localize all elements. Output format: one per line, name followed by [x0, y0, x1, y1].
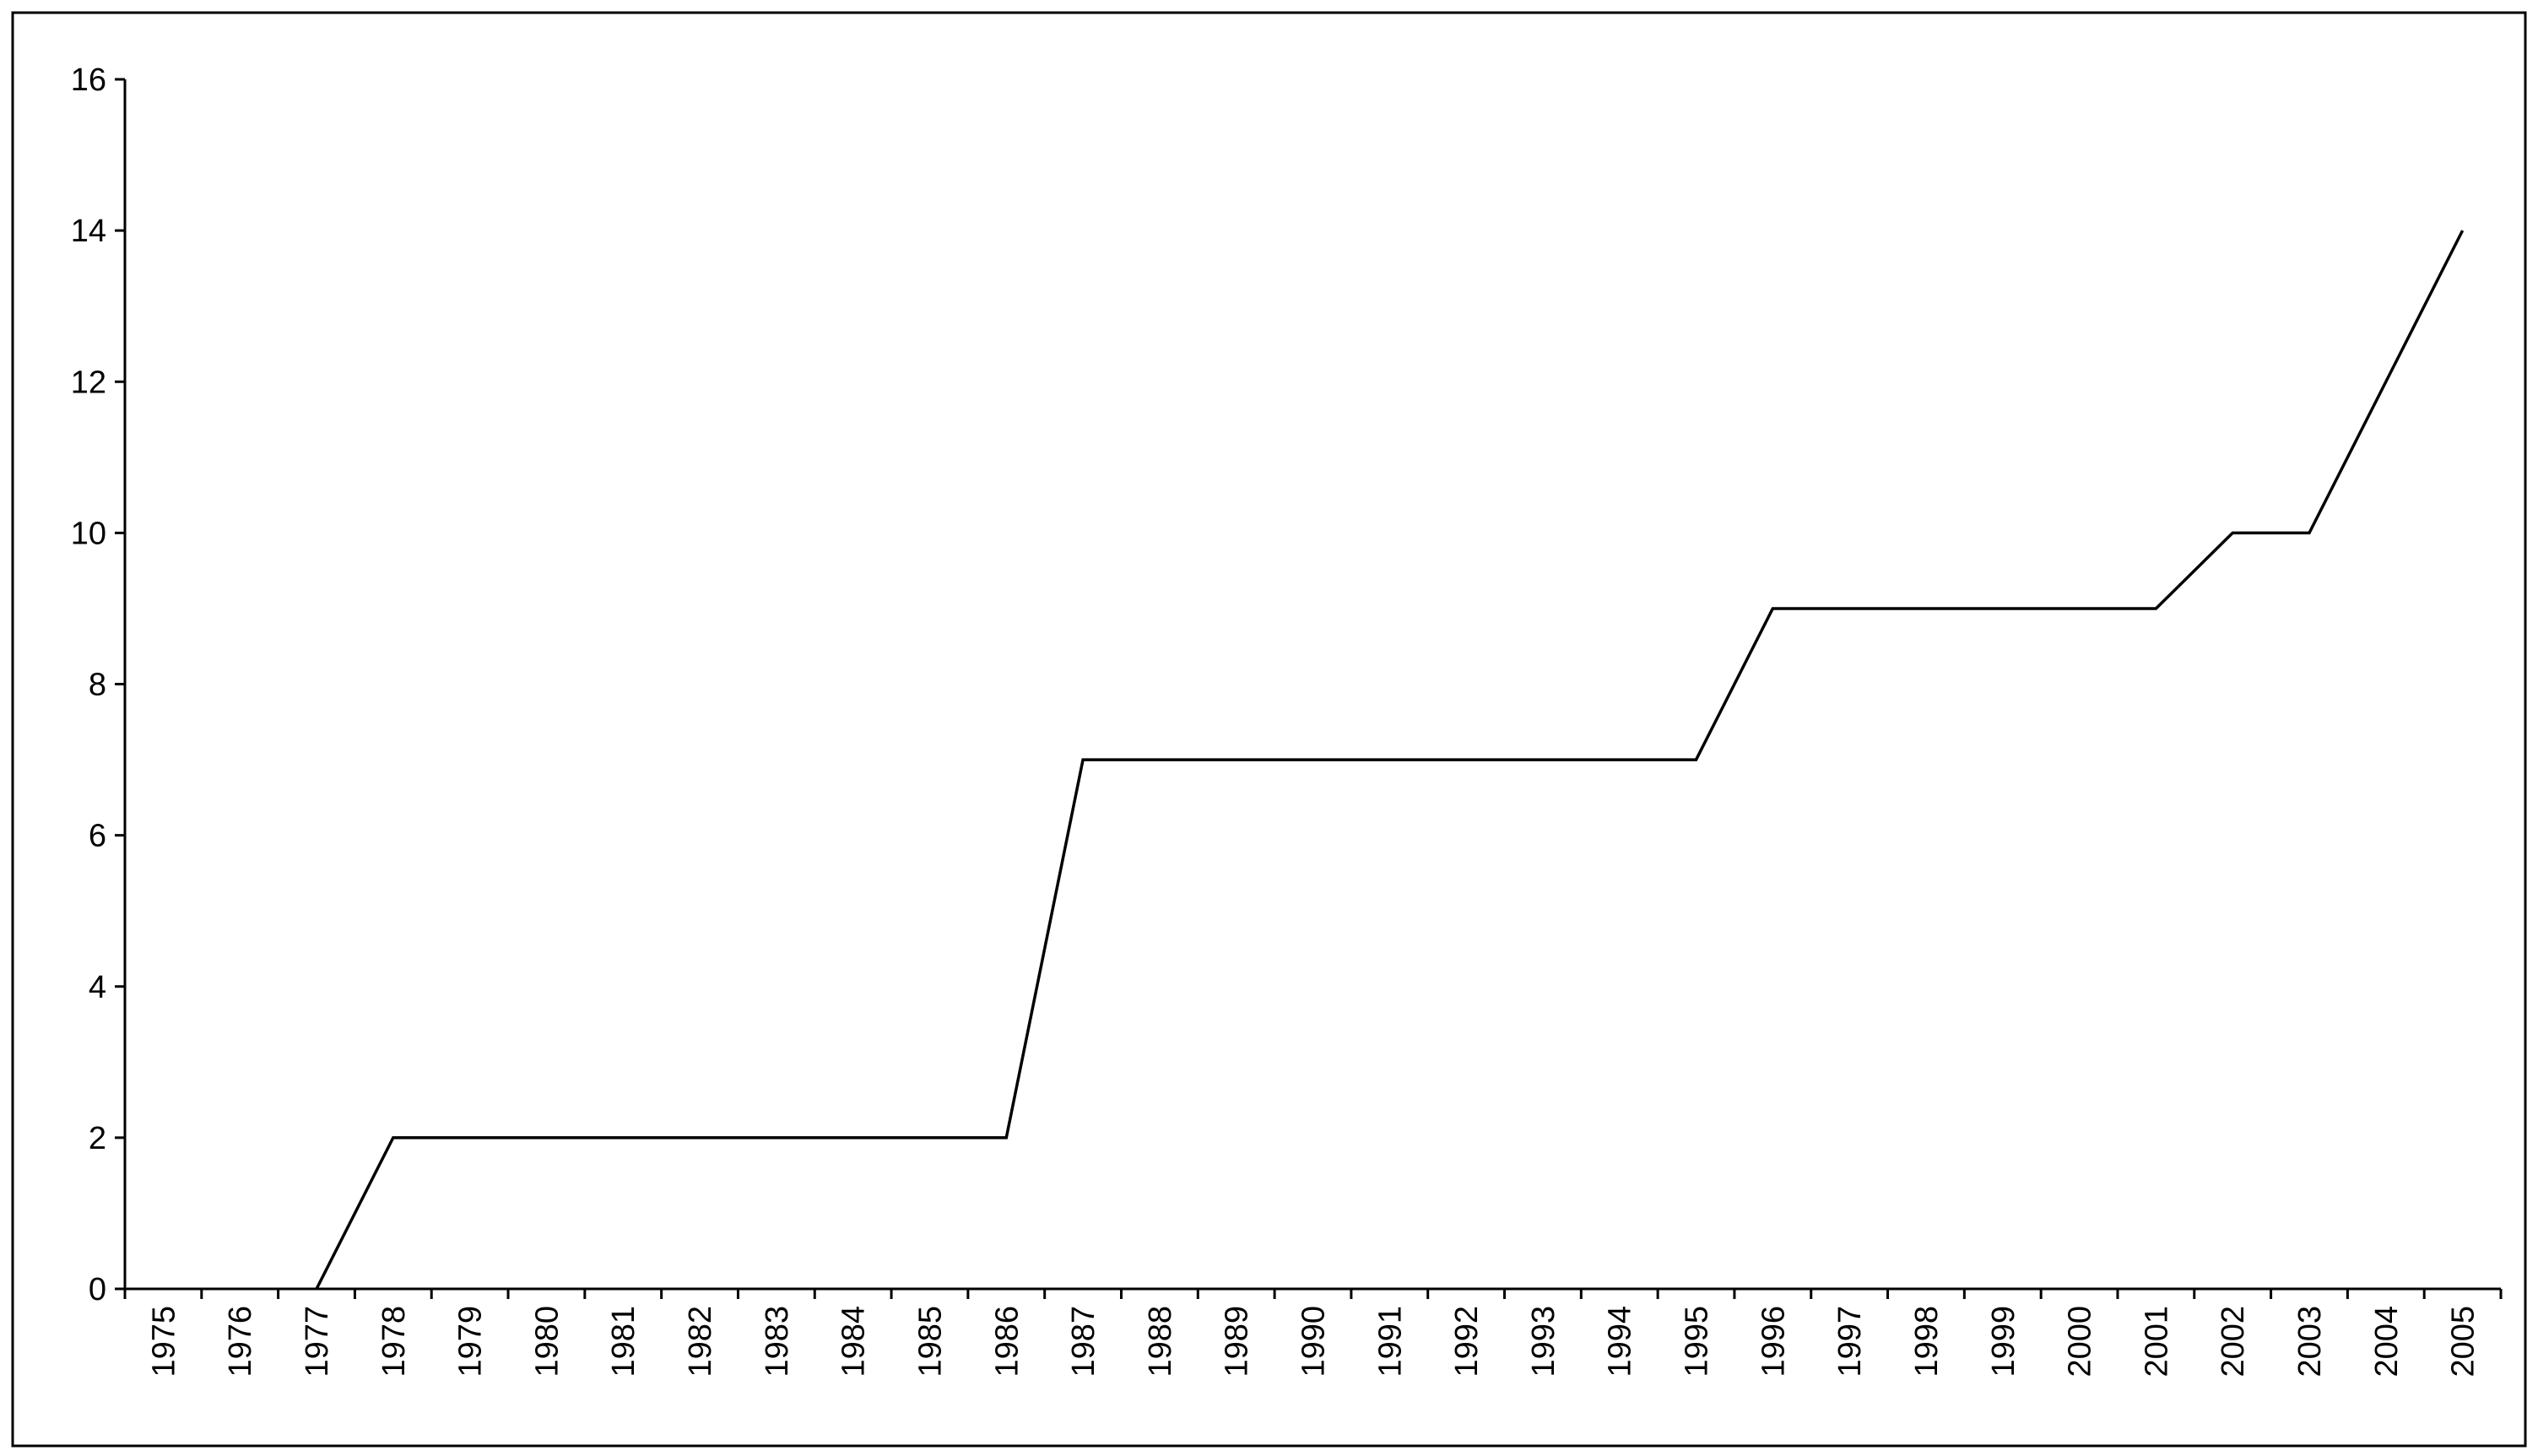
x-tick-label: 2001 [2139, 1306, 2174, 1378]
x-tick-label: 1990 [1296, 1306, 1332, 1378]
x-tick-label: 1993 [1526, 1306, 1561, 1378]
x-tick-label: 2002 [2216, 1306, 2251, 1378]
x-tick-label: 2005 [2446, 1306, 2481, 1378]
x-tick-label: 1995 [1680, 1306, 1715, 1378]
x-tick-label: 1980 [529, 1306, 565, 1378]
y-tick-label: 12 [71, 365, 106, 400]
x-tick-label: 1998 [1909, 1306, 1945, 1378]
y-tick-label: 16 [71, 62, 106, 98]
x-tick-label: 1977 [300, 1306, 335, 1378]
x-tick-label: 1978 [376, 1306, 412, 1378]
x-tick-label: 1997 [1832, 1306, 1868, 1378]
x-tick-label: 1988 [1143, 1306, 1178, 1378]
x-tick-label: 1994 [1603, 1306, 1638, 1378]
y-tick-label: 8 [89, 668, 106, 703]
x-tick-label: 1979 [453, 1306, 489, 1378]
y-tick-label: 10 [71, 516, 106, 551]
x-tick-label: 1999 [1986, 1306, 2021, 1378]
y-tick-label: 14 [71, 214, 106, 249]
y-tick-label: 2 [89, 1121, 106, 1156]
x-tick-label: 2003 [2292, 1306, 2328, 1378]
y-tick-label: 6 [89, 819, 106, 854]
x-tick-label: 1989 [1220, 1306, 1255, 1378]
data-line [315, 230, 2465, 1290]
x-tick-label: 1976 [223, 1306, 258, 1378]
x-tick-label: 1981 [606, 1306, 641, 1378]
x-tick-label: 2004 [2369, 1306, 2405, 1378]
y-tick-label: 4 [89, 970, 106, 1005]
x-tick-label: 1985 [912, 1306, 948, 1378]
x-tick-label: 1991 [1372, 1306, 1408, 1378]
x-tick-label: 1982 [683, 1306, 718, 1378]
x-tick-label: 1992 [1449, 1306, 1485, 1378]
x-tick-label: 1987 [1066, 1306, 1101, 1378]
chart-border [11, 11, 2527, 1448]
x-tick-label: 1996 [1756, 1306, 1791, 1378]
x-tick-label: 1984 [836, 1306, 872, 1378]
y-tick-label: 0 [89, 1272, 106, 1307]
x-tick-label: 1983 [760, 1306, 795, 1378]
x-tick-label: 2000 [2063, 1306, 2098, 1378]
x-tick-label: 1975 [146, 1306, 181, 1378]
x-tick-label: 1986 [989, 1306, 1025, 1378]
